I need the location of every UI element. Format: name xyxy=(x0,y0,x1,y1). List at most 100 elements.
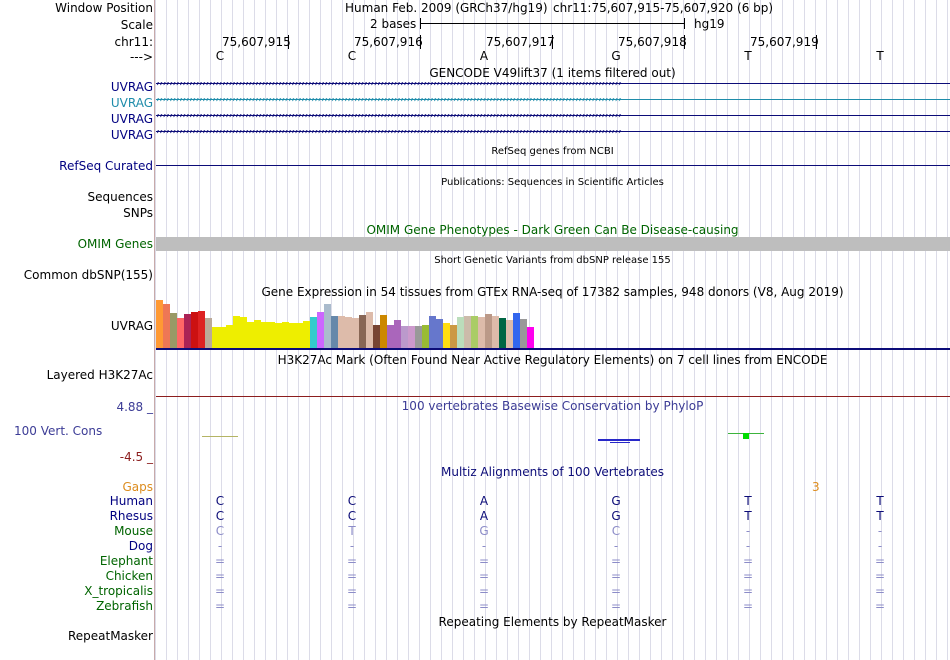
species-label-rhesus[interactable]: Rhesus xyxy=(109,509,153,523)
gtex-tissue-bar[interactable] xyxy=(408,326,415,348)
gtex-tissue-bar[interactable] xyxy=(212,327,219,348)
gtex-tissue-bar[interactable] xyxy=(163,304,170,348)
alignment-base: - xyxy=(877,524,883,538)
omim-track-label[interactable]: OMIM Genes xyxy=(77,237,153,251)
gtex-tissue-bar[interactable] xyxy=(170,313,177,348)
gtex-tissue-bar[interactable] xyxy=(359,315,366,348)
gtex-tissue-bar[interactable] xyxy=(324,304,331,348)
gtex-tissue-bar[interactable] xyxy=(506,320,513,348)
gtex-tissue-bar[interactable] xyxy=(275,323,282,348)
gtex-tissue-bar[interactable] xyxy=(387,325,394,348)
snps-label[interactable]: SNPs xyxy=(123,206,153,220)
species-label-zebrafish[interactable]: Zebrafish xyxy=(96,599,153,613)
alignment-base: C xyxy=(215,509,225,523)
species-label-dog[interactable]: Dog xyxy=(128,539,153,553)
gencode-item-label[interactable]: UVRAG xyxy=(110,80,153,94)
gencode-transcript[interactable]: ››››››››››››››››››››››››››››››››››››››››… xyxy=(156,130,950,140)
grid-line xyxy=(628,0,629,660)
gencode-transcript[interactable]: ››››››››››››››››››››››››››››››››››››››››… xyxy=(156,114,950,124)
gtex-tissue-bar[interactable] xyxy=(289,323,296,348)
species-label-mouse[interactable]: Mouse xyxy=(114,524,153,538)
gtex-tissue-bar[interactable] xyxy=(205,318,212,348)
gtex-tissue-bar[interactable] xyxy=(352,318,359,348)
gtex-tissue-bar[interactable] xyxy=(513,313,520,348)
gtex-tissue-bar[interactable] xyxy=(485,314,492,348)
species-label-chicken[interactable]: Chicken xyxy=(105,569,153,583)
gtex-tissue-bar[interactable] xyxy=(527,327,534,348)
grid-line xyxy=(936,0,937,660)
gtex-tissue-bar[interactable] xyxy=(156,300,163,348)
gtex-tissue-bar[interactable] xyxy=(240,317,247,348)
gtex-tissue-bar[interactable] xyxy=(198,311,205,348)
grid-line xyxy=(661,0,662,660)
sequences-label[interactable]: Sequences xyxy=(87,190,153,204)
gtex-tissue-bar[interactable] xyxy=(268,322,275,348)
gtex-tissue-bar[interactable] xyxy=(478,317,485,348)
gtex-tissue-bar[interactable] xyxy=(282,322,289,348)
gtex-tissue-bar[interactable] xyxy=(492,316,499,348)
dbsnp-track-label[interactable]: Common dbSNP(155) xyxy=(23,268,153,282)
gap-count: 3 xyxy=(812,480,820,494)
gtex-tissue-bar[interactable] xyxy=(184,314,191,348)
gtex-tissue-bar[interactable] xyxy=(471,316,478,348)
gtex-tissue-bar[interactable] xyxy=(303,321,310,348)
gencode-item-label[interactable]: UVRAG xyxy=(110,128,153,142)
gaps-label[interactable]: Gaps xyxy=(122,480,153,494)
gtex-tissue-bar[interactable] xyxy=(226,325,233,348)
omim-phenotype-bar[interactable] xyxy=(156,237,950,251)
refseq-track-label[interactable]: RefSeq Curated xyxy=(59,159,153,173)
repeatmasker-track-label[interactable]: RepeatMasker xyxy=(67,629,153,643)
scale-db-text: hg19 xyxy=(694,17,725,31)
species-label-human[interactable]: Human xyxy=(109,494,153,508)
gtex-tissue-bar[interactable] xyxy=(499,318,506,348)
h3k27ac-track-label[interactable]: Layered H3K27Ac xyxy=(46,368,153,382)
gtex-tissue-bar[interactable] xyxy=(261,322,268,348)
gtex-tissue-bar[interactable] xyxy=(373,325,380,348)
gtex-tissue-bar[interactable] xyxy=(429,316,436,348)
gtex-tissue-bar[interactable] xyxy=(254,320,261,348)
gtex-tissue-bar[interactable] xyxy=(520,319,527,348)
conservation-track-label[interactable]: 100 Vert. Cons xyxy=(14,424,103,438)
gencode-item-label[interactable]: UVRAG xyxy=(110,112,153,126)
gtex-tissue-bar[interactable] xyxy=(338,316,345,348)
gtex-tissue-bar[interactable] xyxy=(436,319,443,348)
refseq-gene-line[interactable] xyxy=(156,165,950,166)
gtex-track-label[interactable]: UVRAG xyxy=(110,319,153,333)
gtex-tissue-bar[interactable] xyxy=(310,317,317,348)
gtex-tissue-bar[interactable] xyxy=(450,325,457,348)
gtex-tissue-bar[interactable] xyxy=(394,320,401,348)
gtex-tissue-bar[interactable] xyxy=(296,323,303,348)
grid-line xyxy=(848,0,849,660)
gtex-tissue-bar[interactable] xyxy=(443,323,450,348)
gtex-tissue-bar[interactable] xyxy=(366,312,373,348)
gtex-tissue-bar[interactable] xyxy=(191,312,198,348)
gtex-tissue-bar[interactable] xyxy=(219,327,226,348)
gtex-tissue-bar[interactable] xyxy=(233,316,240,348)
alignment-base: - xyxy=(217,539,223,553)
gtex-tissue-bar[interactable] xyxy=(464,316,471,348)
grid-line xyxy=(727,0,728,660)
grid-line xyxy=(892,0,893,660)
gtex-tissue-bar[interactable] xyxy=(317,312,324,348)
gencode-transcript[interactable]: ››››››››››››››››››››››››››››››››››››››››… xyxy=(156,98,950,108)
gtex-tissue-bar[interactable] xyxy=(380,315,387,348)
gencode-item-label[interactable]: UVRAG xyxy=(110,96,153,110)
gtex-tissue-bar[interactable] xyxy=(331,316,338,348)
gtex-expression-chart[interactable] xyxy=(156,298,536,348)
gtex-tissue-bar[interactable] xyxy=(422,325,429,348)
gtex-tissue-bar[interactable] xyxy=(415,326,422,348)
gtex-tissue-bar[interactable] xyxy=(457,317,464,348)
alignment-base: = xyxy=(743,599,754,613)
species-label-x-tropicalis[interactable]: X_tropicalis xyxy=(84,584,153,598)
species-label-elephant[interactable]: Elephant xyxy=(99,554,153,568)
alignment-base: - xyxy=(745,524,751,538)
gencode-transcript[interactable]: ››››››››››››››››››››››››››››››››››››››››… xyxy=(156,82,950,92)
gtex-tissue-bar[interactable] xyxy=(177,318,184,348)
gtex-tissue-bar[interactable] xyxy=(345,317,352,348)
gtex-tissue-bar[interactable] xyxy=(247,322,254,348)
alignment-base: = xyxy=(743,554,754,568)
alignment-base: = xyxy=(611,569,622,583)
coordinate-tick xyxy=(420,35,421,49)
gtex-tissue-bar[interactable] xyxy=(401,326,408,348)
